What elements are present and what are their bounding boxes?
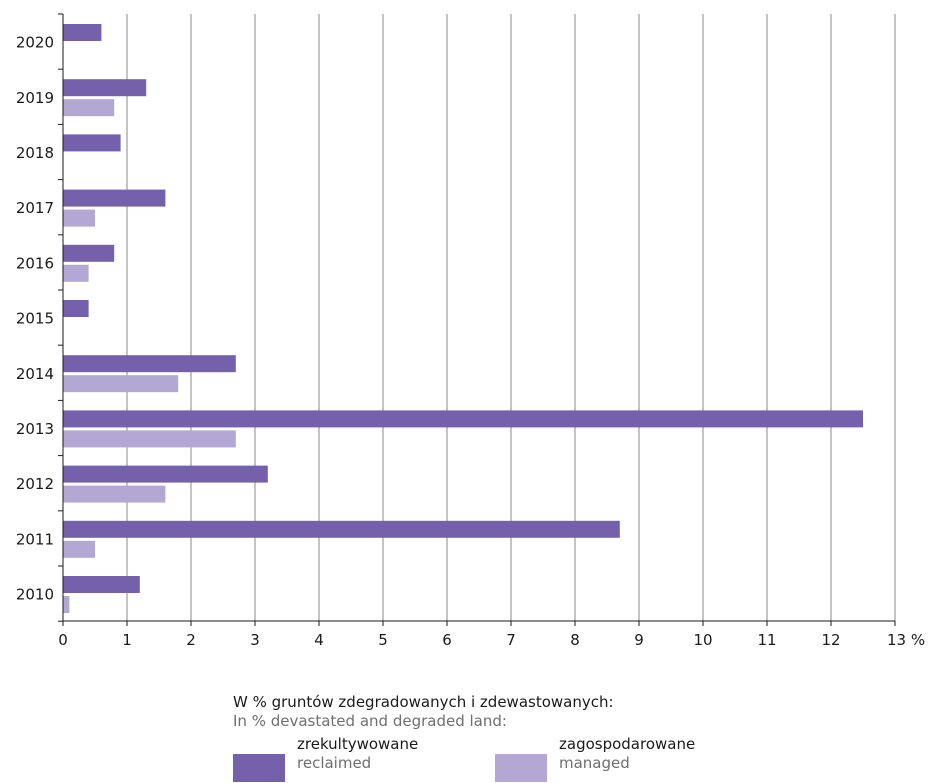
- bar-reclaimed-2013: [63, 410, 863, 428]
- bar-reclaimed-2010: [63, 576, 140, 593]
- x-tick-label: 13 %: [887, 631, 925, 649]
- bar-reclaimed-2020: [63, 24, 102, 41]
- x-tick-label: 6: [442, 631, 452, 649]
- bar-reclaimed-2012: [63, 465, 268, 483]
- legend-subtitle: In % devastated and degraded land:: [233, 712, 507, 730]
- y-axis-labels: 2020 2019 2018 2017 2016 2015 2014 2013 2012 2011…: [16, 34, 54, 604]
- x-tick-label: 4: [314, 631, 324, 649]
- bar-reclaimed-2018: [63, 134, 121, 152]
- bar-reclaimed-2014: [63, 355, 236, 373]
- bar-reclaimed-2011: [63, 520, 620, 538]
- bars: [63, 24, 863, 613]
- bar-chart: 2020201920182017201620152014201320122011…: [16, 13, 925, 649]
- bar-managed-2019: [63, 99, 115, 117]
- bar-managed-2017: [63, 209, 95, 227]
- bar-reclaimed-2016: [63, 244, 115, 262]
- bar-managed-2014: [63, 375, 179, 393]
- bar-managed-2016: [63, 264, 89, 282]
- y-tick-label: 2011: [16, 530, 54, 548]
- legend-swatch-managed: [495, 754, 547, 782]
- x-tick-label: 8: [570, 631, 580, 649]
- legend-label-managed-pl: zagospodarowane: [559, 735, 696, 753]
- y-tick-label: 2012: [16, 475, 54, 493]
- legend-label-reclaimed-pl: zrekultywowane: [297, 735, 419, 753]
- y-tick-label: 2014: [16, 365, 54, 383]
- y-tick-label: 2013: [16, 420, 54, 438]
- x-tick-label: 12: [821, 631, 840, 649]
- x-tick-label: 0: [58, 631, 68, 649]
- bar-reclaimed-2019: [63, 79, 147, 97]
- y-tick-label: 2017: [16, 199, 54, 217]
- x-tick-label: 11: [757, 631, 776, 649]
- legend: W % gruntów zdegradowanych i zdewastowan…: [233, 693, 793, 782]
- bar-reclaimed-2015: [63, 300, 89, 317]
- bar-managed-2013: [63, 430, 236, 448]
- y-tick-label: 2020: [16, 34, 54, 52]
- x-tick-label: 2: [186, 631, 196, 649]
- y-tick-label: 2019: [16, 89, 54, 107]
- bar-managed-2011: [63, 540, 95, 558]
- x-tick-label: 1: [122, 631, 132, 649]
- axes: [58, 13, 896, 626]
- legend-title: W % gruntów zdegradowanych i zdewastowan…: [233, 693, 614, 711]
- legend-items: zrekultywowane reclaimed zagospodarowane…: [233, 735, 793, 782]
- y-tick-label: 2015: [16, 310, 54, 328]
- bar-managed-2010: [63, 596, 70, 613]
- bar-managed-2012: [63, 485, 166, 503]
- grid-lines: [126, 14, 896, 621]
- y-tick-label: 2018: [16, 144, 54, 162]
- legend-swatch-reclaimed: [233, 754, 285, 782]
- y-tick-label: 2010: [16, 586, 54, 604]
- x-tick-label: 10: [693, 631, 712, 649]
- x-tick-label: 3: [250, 631, 260, 649]
- x-tick-label: 5: [378, 631, 388, 649]
- y-tick-label: 2016: [16, 254, 54, 272]
- x-tick-label: 7: [506, 631, 516, 649]
- bar-reclaimed-2017: [63, 189, 166, 207]
- x-tick-label: 9: [634, 631, 644, 649]
- legend-label-managed-en: managed: [559, 754, 630, 772]
- x-axis-labels: 0 1 2 3 4 5 6 7 8 9 10 11 12 13 %: [58, 631, 925, 649]
- legend-label-reclaimed-en: reclaimed: [297, 754, 372, 772]
